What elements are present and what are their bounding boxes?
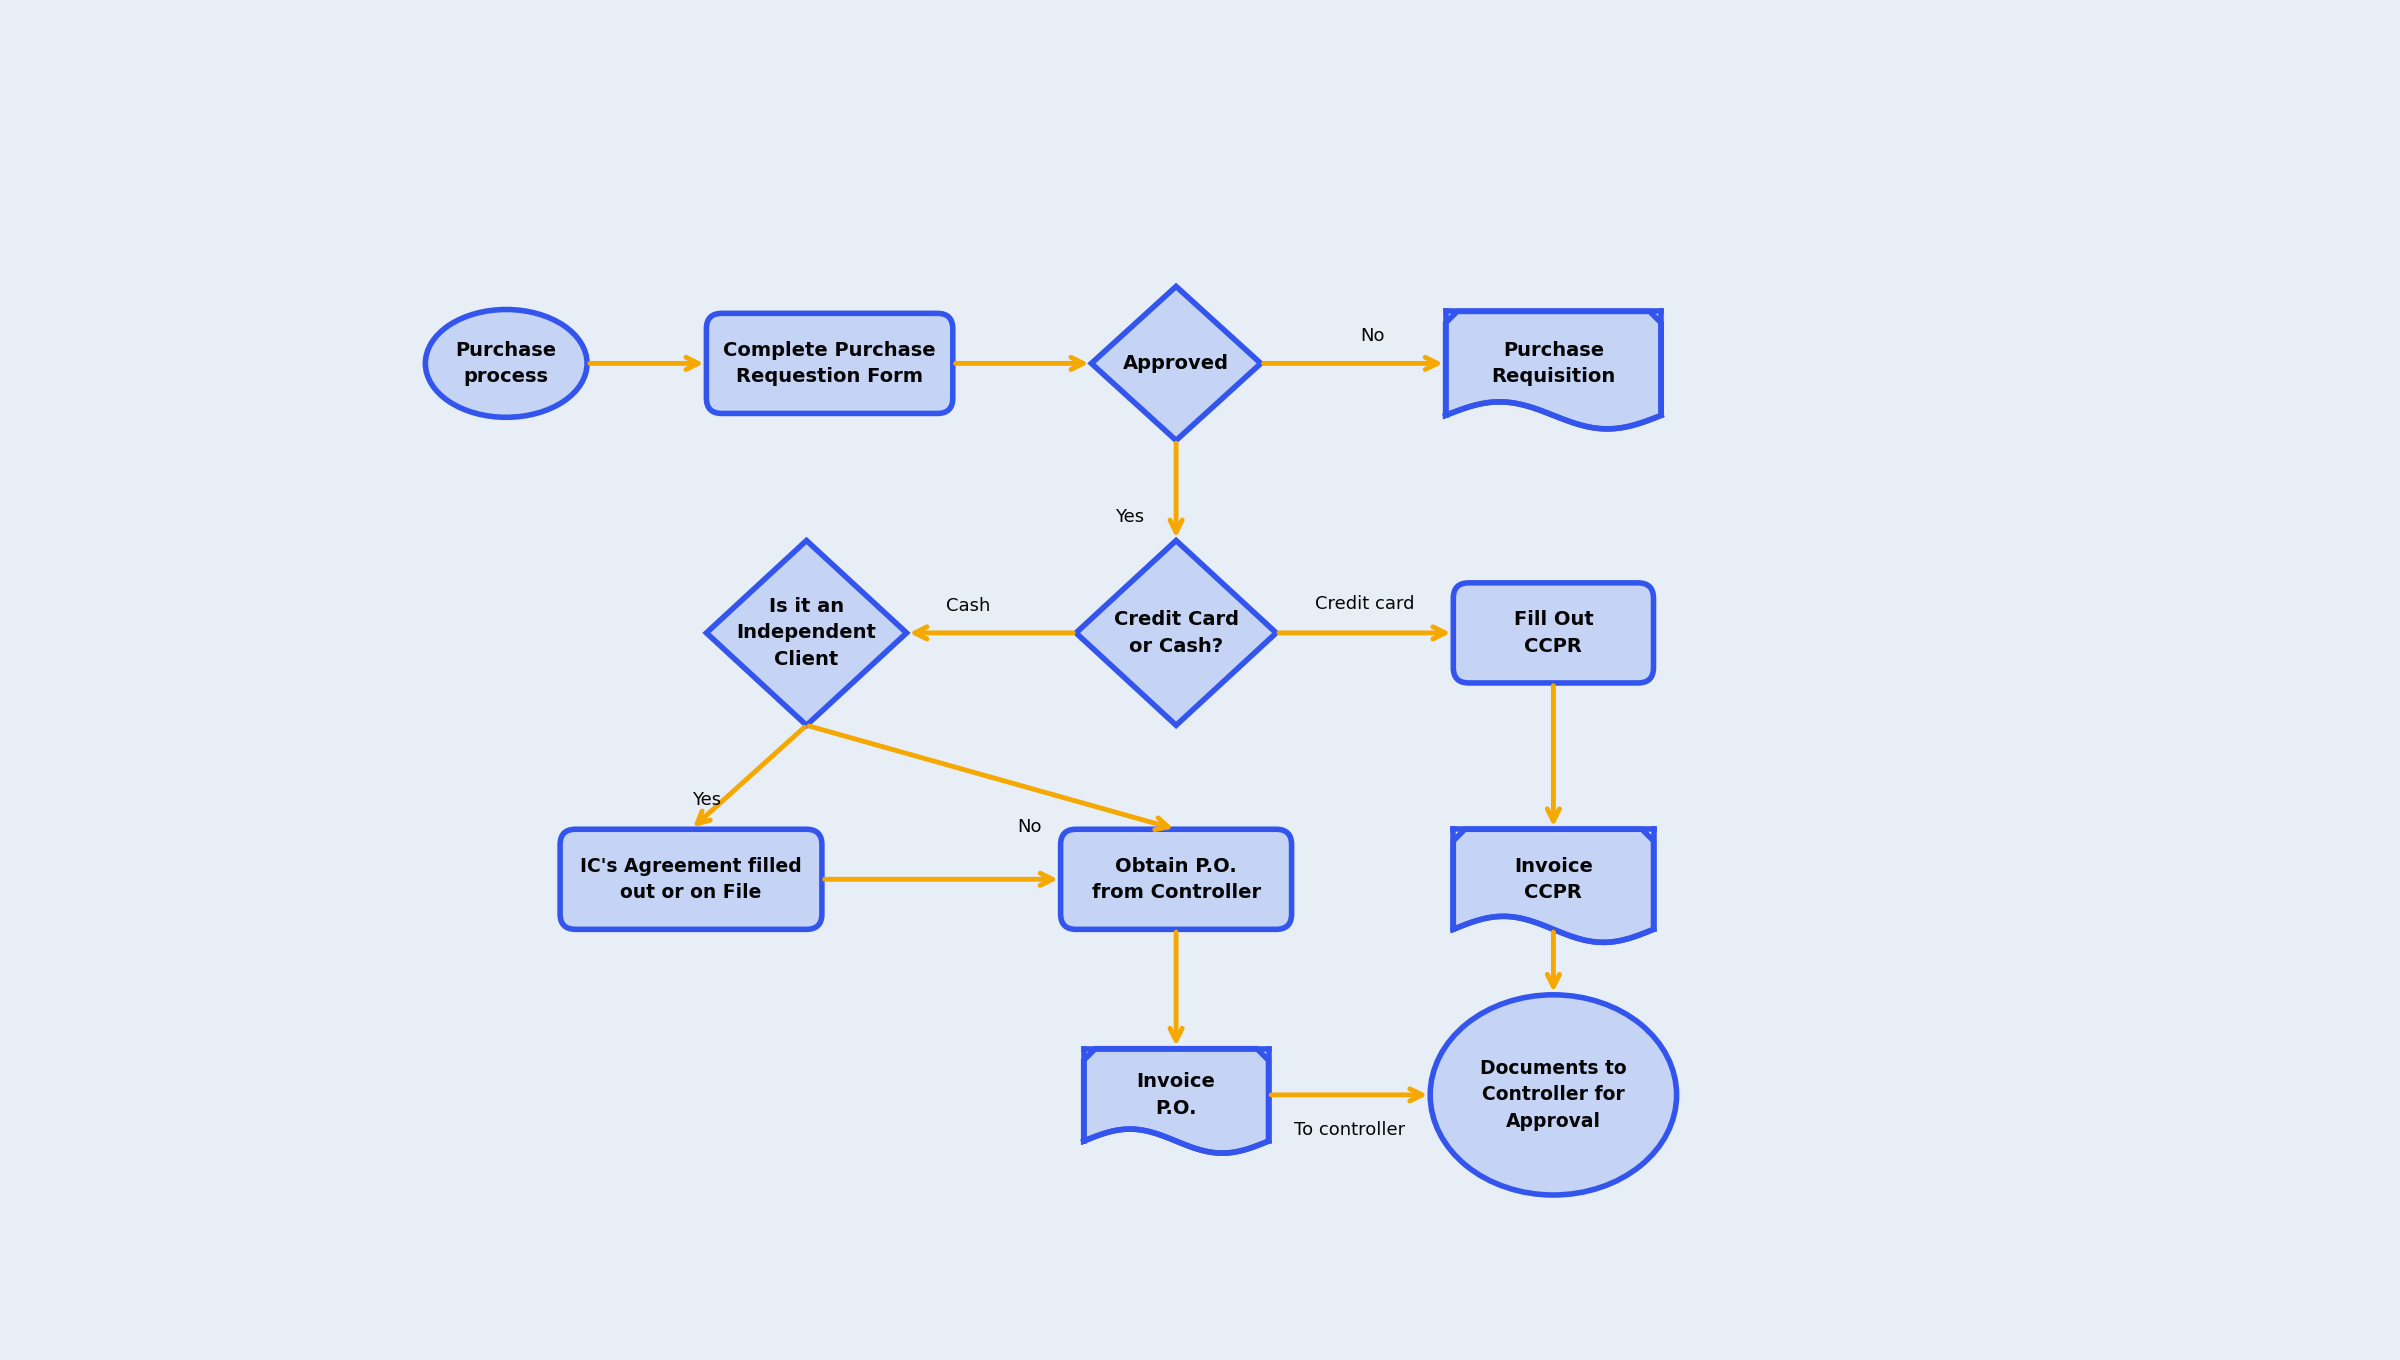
- Ellipse shape: [1430, 994, 1678, 1195]
- Text: No: No: [1361, 328, 1385, 345]
- FancyBboxPatch shape: [1454, 583, 1654, 683]
- FancyBboxPatch shape: [559, 830, 821, 929]
- Polygon shape: [1454, 830, 1654, 942]
- Text: Yes: Yes: [691, 792, 720, 809]
- Text: Yes: Yes: [1116, 509, 1145, 526]
- Polygon shape: [1085, 1049, 1270, 1153]
- FancyBboxPatch shape: [706, 313, 953, 413]
- Text: Fill Out
CCPR: Fill Out CCPR: [1514, 611, 1594, 656]
- Text: Obtain P.O.
from Controller: Obtain P.O. from Controller: [1092, 857, 1260, 902]
- Text: Cash: Cash: [946, 597, 991, 615]
- Text: Approved: Approved: [1123, 354, 1229, 373]
- Text: Invoice
P.O.: Invoice P.O.: [1138, 1072, 1214, 1118]
- Text: Complete Purchase
Requestion Form: Complete Purchase Requestion Form: [722, 340, 936, 386]
- Text: To controller: To controller: [1294, 1121, 1404, 1138]
- Text: Purchase
process: Purchase process: [456, 340, 557, 386]
- Text: Credit card: Credit card: [1315, 594, 1414, 612]
- Polygon shape: [1092, 287, 1260, 441]
- Ellipse shape: [425, 310, 588, 418]
- Text: Invoice
CCPR: Invoice CCPR: [1514, 857, 1594, 902]
- FancyBboxPatch shape: [1061, 830, 1291, 929]
- Polygon shape: [706, 540, 907, 725]
- Text: IC's Agreement filled
out or on File: IC's Agreement filled out or on File: [581, 857, 802, 902]
- Text: Purchase
Requisition: Purchase Requisition: [1490, 340, 1615, 386]
- Text: Documents to
Controller for
Approval: Documents to Controller for Approval: [1481, 1059, 1627, 1132]
- Text: Is it an
Independent
Client: Is it an Independent Client: [737, 597, 876, 669]
- Text: Credit Card
or Cash?: Credit Card or Cash?: [1114, 611, 1238, 656]
- Text: No: No: [1018, 819, 1042, 836]
- Polygon shape: [1075, 540, 1277, 725]
- Polygon shape: [1445, 311, 1661, 428]
